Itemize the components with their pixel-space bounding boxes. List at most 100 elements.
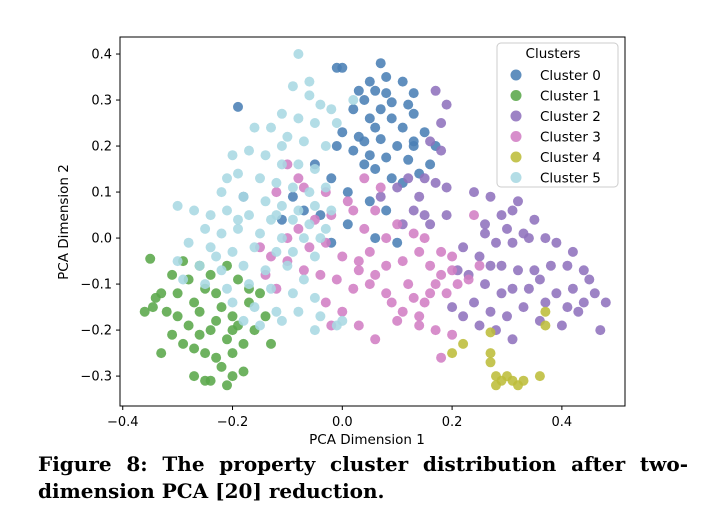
point-cluster-0 (370, 164, 381, 174)
point-cluster-5 (249, 122, 260, 133)
point-cluster-2 (408, 205, 419, 216)
point-cluster-2 (414, 191, 425, 202)
point-cluster-1 (194, 306, 205, 317)
point-cluster-5 (216, 265, 227, 276)
legend-marker (510, 90, 522, 101)
point-cluster-1 (147, 302, 158, 313)
point-cluster-4 (485, 348, 496, 359)
x-tick-label: 0.2 (442, 415, 463, 430)
point-cluster-2 (485, 191, 496, 202)
point-cluster-3 (364, 279, 375, 290)
point-cluster-2 (436, 118, 447, 128)
point-cluster-1 (211, 315, 222, 326)
point-cluster-5 (287, 246, 298, 257)
legend-items: Cluster 0 Cluster 1 Cluster 2 Cluster 3 Clus… (510, 68, 601, 187)
point-cluster-3 (381, 233, 392, 244)
point-cluster-4 (447, 348, 458, 359)
point-cluster-2 (540, 233, 551, 244)
y-tick-label: 0.4 (91, 48, 112, 63)
point-cluster-5 (282, 131, 293, 142)
point-cluster-1 (183, 320, 194, 331)
point-cluster-5 (205, 210, 216, 221)
point-cluster-0 (359, 95, 370, 105)
point-cluster-5 (194, 260, 205, 271)
point-cluster-2 (600, 297, 611, 308)
point-cluster-2 (469, 297, 479, 308)
point-cluster-0 (381, 152, 392, 163)
point-cluster-2 (375, 191, 386, 202)
point-cluster-4 (518, 375, 529, 386)
point-cluster-3 (419, 233, 430, 244)
point-cluster-5 (287, 182, 298, 193)
point-cluster-5 (271, 177, 282, 188)
point-cluster-0 (386, 97, 397, 108)
point-cluster-1 (205, 269, 216, 280)
point-cluster-5 (276, 108, 287, 119)
point-cluster-2 (458, 311, 469, 322)
point-cluster-0 (348, 104, 359, 115)
point-cluster-3 (419, 297, 430, 308)
point-cluster-5 (249, 302, 260, 313)
point-cluster-4 (540, 320, 551, 331)
point-cluster-5 (293, 306, 304, 317)
point-cluster-2 (513, 265, 523, 276)
point-cluster-1 (238, 338, 249, 349)
point-cluster-0 (408, 108, 419, 119)
point-cluster-2 (507, 205, 518, 216)
point-cluster-2 (573, 306, 584, 317)
point-cluster-5 (348, 95, 359, 105)
point-cluster-5 (233, 168, 243, 179)
point-cluster-3 (337, 306, 348, 317)
point-cluster-2 (419, 210, 430, 221)
point-cluster-0 (386, 173, 397, 184)
point-cluster-2 (567, 283, 578, 294)
point-cluster-3 (447, 251, 458, 262)
scatter-chart: −0.4 −0.2 0.0 0.2 0.4 −0.3 −0.2 −0.1 0.0 0.1 0.2 0… (56, 36, 626, 445)
point-cluster-5 (260, 196, 271, 207)
point-cluster-2 (562, 260, 573, 271)
y-tick-label: 0.2 (91, 140, 112, 155)
point-cluster-3 (364, 246, 375, 257)
point-cluster-3 (425, 288, 436, 299)
legend-label: Cluster 4 (540, 150, 601, 166)
y-axis-ticks: −0.3 −0.2 −0.1 0.0 0.1 0.2 0.3 0.4 (80, 48, 120, 385)
y-tick-label: −0.2 (80, 324, 112, 339)
point-cluster-1 (260, 311, 271, 322)
point-cluster-3 (414, 246, 425, 257)
point-cluster-0 (233, 101, 243, 112)
point-cluster-4 (491, 380, 501, 391)
point-cluster-5 (255, 173, 265, 184)
point-cluster-3 (436, 246, 447, 257)
point-cluster-5 (293, 159, 304, 170)
point-cluster-0 (359, 136, 370, 147)
point-cluster-3 (452, 279, 463, 290)
point-cluster-5 (222, 205, 232, 216)
point-cluster-5 (309, 292, 320, 303)
point-cluster-2 (529, 265, 540, 276)
point-cluster-0 (348, 145, 359, 156)
point-cluster-3 (342, 196, 353, 207)
point-cluster-5 (271, 246, 282, 257)
point-cluster-1 (172, 288, 183, 299)
x-tick-label: 0.4 (552, 415, 573, 430)
point-cluster-0 (337, 62, 348, 73)
legend-label: Cluster 1 (540, 89, 601, 105)
point-cluster-0 (403, 154, 414, 165)
point-cluster-0 (353, 85, 364, 96)
point-cluster-2 (425, 136, 436, 147)
point-cluster-0 (397, 76, 408, 87)
point-cluster-1 (255, 288, 265, 299)
point-cluster-2 (578, 297, 589, 308)
point-cluster-0 (364, 113, 375, 124)
point-cluster-1 (227, 311, 238, 322)
point-cluster-1 (167, 269, 178, 280)
point-cluster-5 (266, 122, 276, 133)
scatter-points (139, 49, 611, 391)
point-cluster-5 (309, 164, 320, 174)
point-cluster-5 (287, 81, 298, 92)
point-cluster-0 (381, 72, 392, 82)
point-cluster-3 (414, 311, 425, 322)
point-cluster-5 (222, 173, 232, 184)
point-cluster-2 (518, 302, 529, 313)
point-cluster-2 (392, 182, 403, 193)
